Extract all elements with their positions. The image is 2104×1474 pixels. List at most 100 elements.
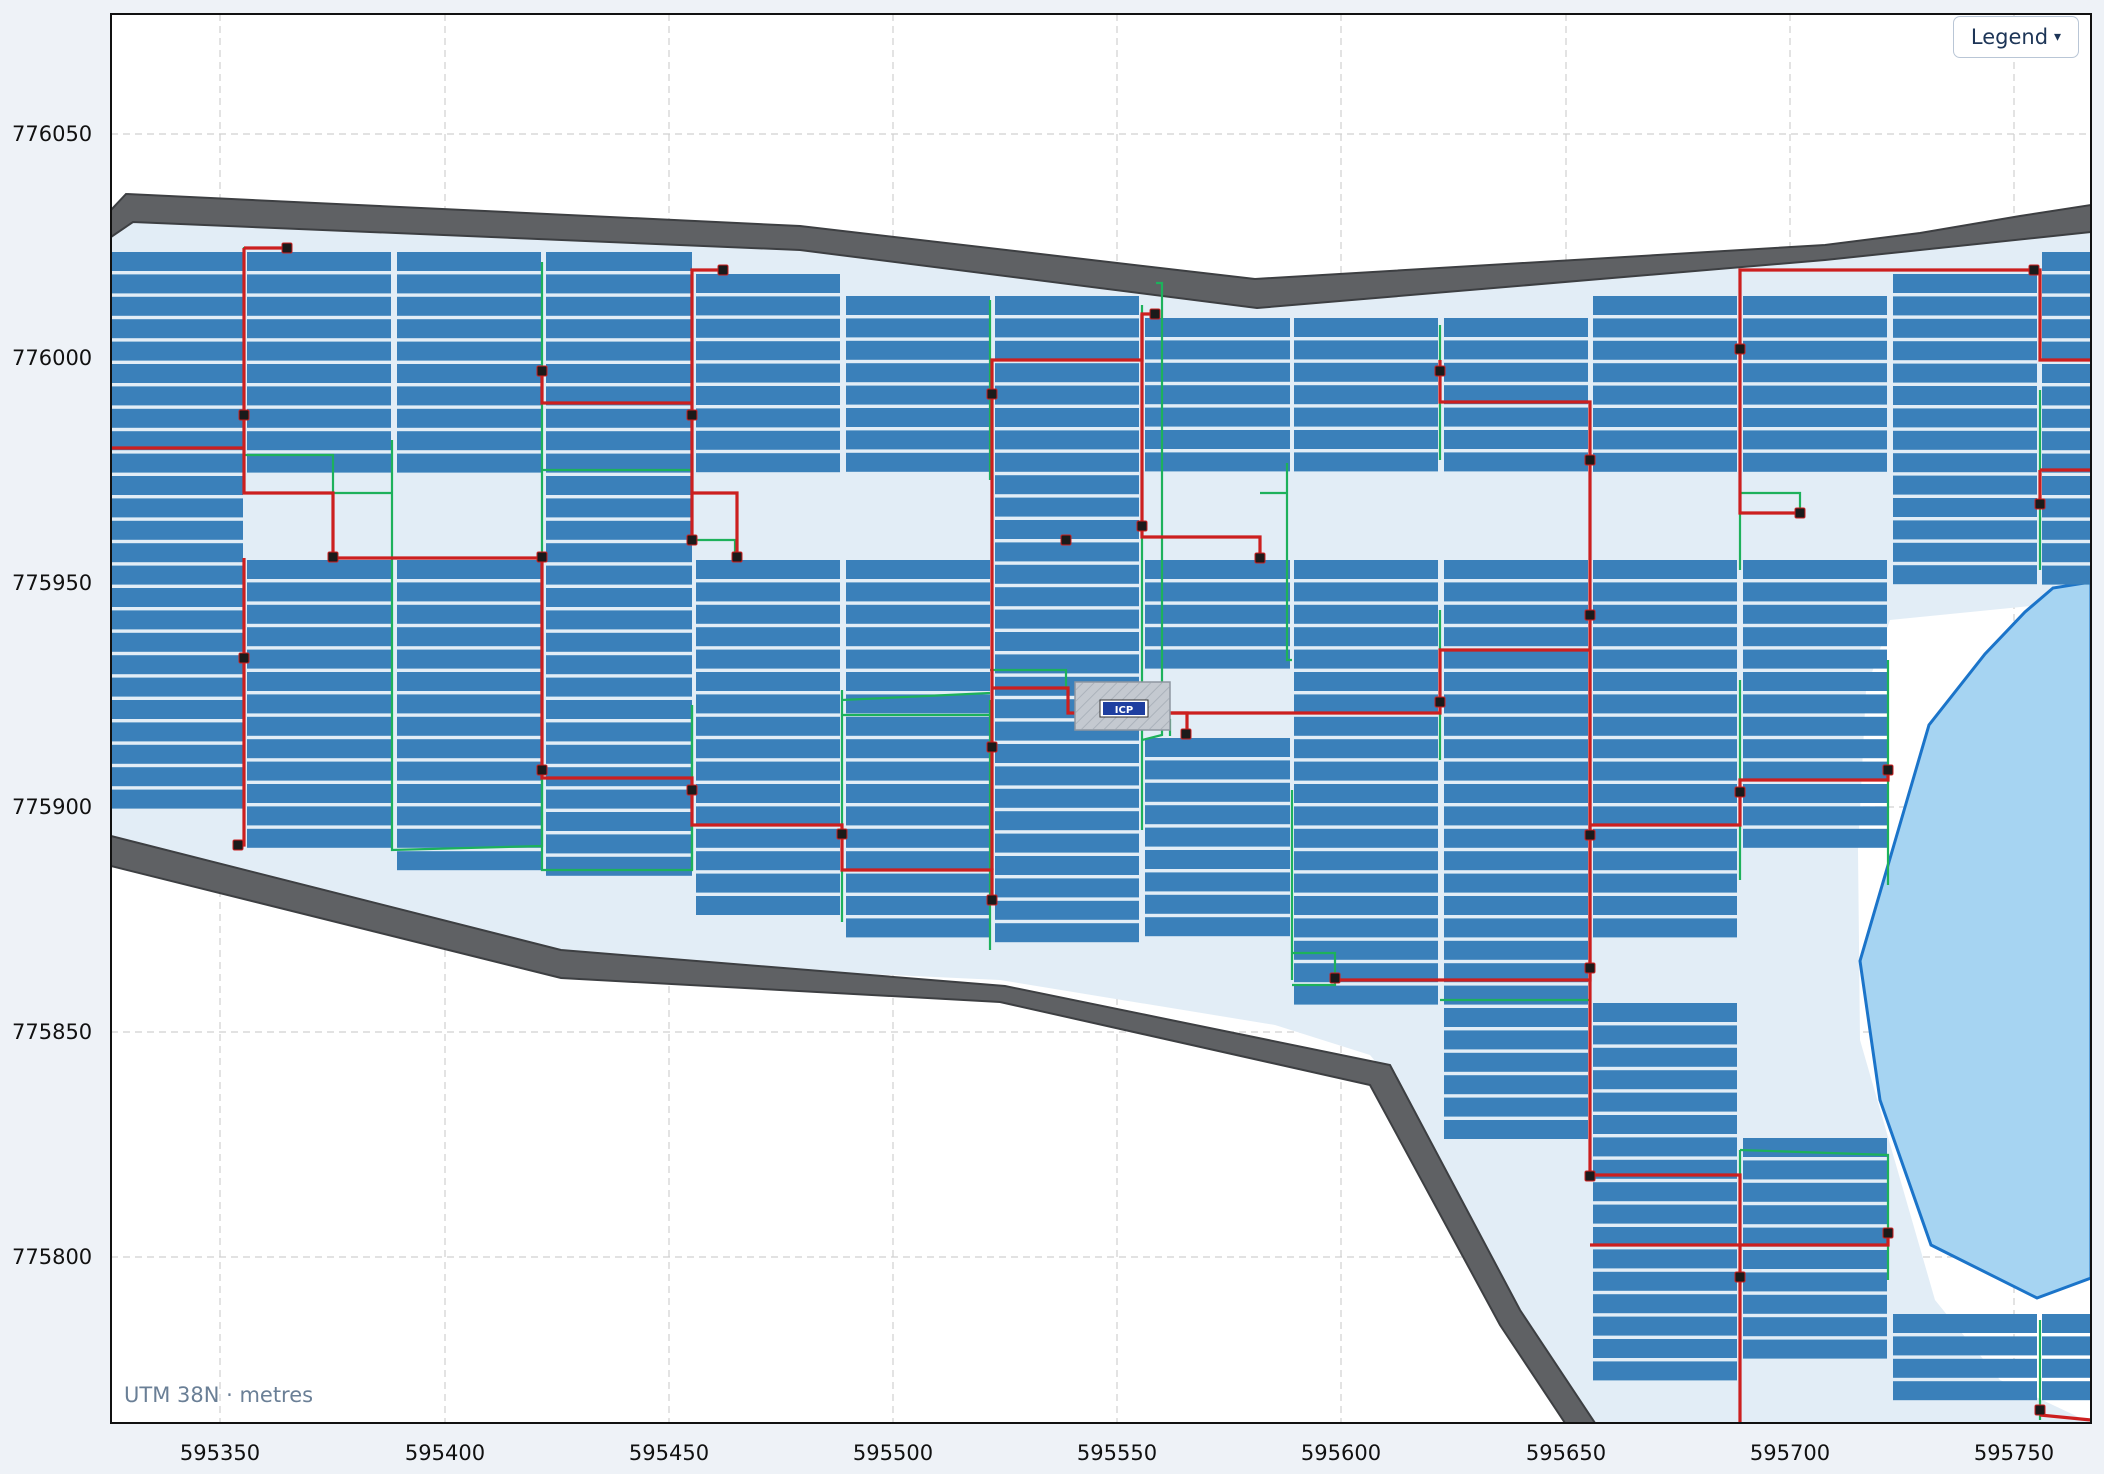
road-south [111,834,1597,1423]
pv-panel-row [1444,739,1588,759]
pv-panel-row [397,627,541,647]
substation[interactable]: ICP [1074,681,1171,731]
pv-panel-row [1893,475,2037,495]
junction-box [1149,308,1161,320]
pv-panel-row [1893,498,2037,517]
pv-panel-row [1893,1314,2037,1333]
pv-panel-row [696,806,840,826]
pv-panel-row [1444,1030,1588,1050]
pv-panel-row [1743,1339,1887,1359]
pv-panel-row [397,828,541,848]
pv-panel-row [1294,672,1438,691]
junction-box [1434,696,1446,708]
pv-panel-row [112,386,243,406]
substation-badge [1103,702,1145,715]
pv-panel-row [1593,896,1737,915]
pv-panel-row [995,564,1139,584]
pv-panel-row [1593,1316,1737,1336]
pv-panel-row [696,296,840,316]
pv-panel-row [846,452,990,472]
pv-panel-row [1743,828,1887,848]
pv-panel-row [1294,318,1438,337]
pv-panel-row [1444,761,1588,781]
pv-panel-row [546,476,692,495]
pv-panel-row [995,475,1139,495]
pv-panel-row [546,677,692,697]
pv-panel-row [995,632,1139,651]
junction-box [1180,728,1192,740]
pv-panel-row [1743,672,1887,691]
pv-panel-row [1294,627,1438,647]
pv-panel-row [1145,582,1290,602]
pv-panel-row [1593,1294,1737,1314]
pv-panel-row [995,811,1139,831]
pv-panel-row [1444,604,1588,624]
pv-panel-row [1444,407,1588,427]
pv-panel-row [995,497,1139,517]
pv-panel-row [1444,828,1588,848]
pv-panel-row [696,341,840,361]
pv-panel-row [247,296,391,316]
pv-panel-row [1444,806,1588,826]
pv-panel-row [112,341,243,361]
pv-panel-row [696,784,840,803]
y-tick-label: 776050 [12,122,92,146]
pv-panel-row [1444,452,1588,472]
junction-box [1882,764,1894,776]
pv-panel-row [846,672,990,691]
pv-panel-row [397,604,541,624]
pv-panel-row [1444,385,1588,405]
pv-panel-row [1294,940,1438,960]
pv-panel-row [1743,1160,1887,1180]
pv-panel-row [112,498,243,518]
junction-box [238,652,250,664]
pv-panel-row [1593,296,1737,315]
pv-panel-row [2042,319,2091,339]
pv-panel-row [1743,430,1887,450]
pv-panel-row [696,828,840,848]
pv-panel-row [397,408,541,428]
pv-panel-row [1444,694,1588,714]
pv-panel-row [1444,672,1588,691]
pv-panel-row [1593,761,1737,781]
pv-panel-row [1593,1025,1737,1045]
y-axis: 776050 776000 775950 775900 775850 77580… [12,122,92,1269]
pv-panel-row [2042,296,2091,316]
pv-panel-row [1145,430,1290,449]
junction-box [686,409,698,421]
pv-panel-row [1593,582,1737,602]
pv-panel-row [112,408,243,428]
legend-button[interactable]: Legend ▾ [1953,16,2079,58]
water-body [1858,580,2091,1300]
pv-panel-row [397,806,541,826]
pv-panel-row [1294,896,1438,915]
pv-panel-row [546,744,692,764]
pv-panel-row [247,649,391,669]
pv-panel-row [846,408,990,427]
junction-box [1254,552,1266,564]
pv-panel-row [1294,784,1438,803]
pv-panel-row [112,744,243,764]
pv-panel-row [546,386,692,406]
pv-panel-row [696,739,840,759]
pv-panel-row [1743,1205,1887,1225]
pv-panel-row [397,851,541,871]
pv-panel-row [1444,963,1588,983]
pv-panel-row [112,722,243,742]
junction-box [1734,1271,1746,1283]
pv-panel-row [1893,1381,2037,1401]
pv-panel-row [112,632,243,652]
pv-panel-row [247,716,391,736]
pv-panel-row [1743,340,1887,360]
pv-panel-row [397,386,541,406]
junction-box [1060,534,1072,546]
pv-panel-row [2042,1336,2091,1356]
pv-panel-row [1444,940,1588,960]
pv-panel-row [995,385,1139,405]
pv-panel-row [247,627,391,647]
pv-panel-row [1743,716,1887,736]
pv-panel-row [247,560,391,579]
pv-panel-row [1743,739,1887,759]
pv-panel-row [2042,364,2091,383]
